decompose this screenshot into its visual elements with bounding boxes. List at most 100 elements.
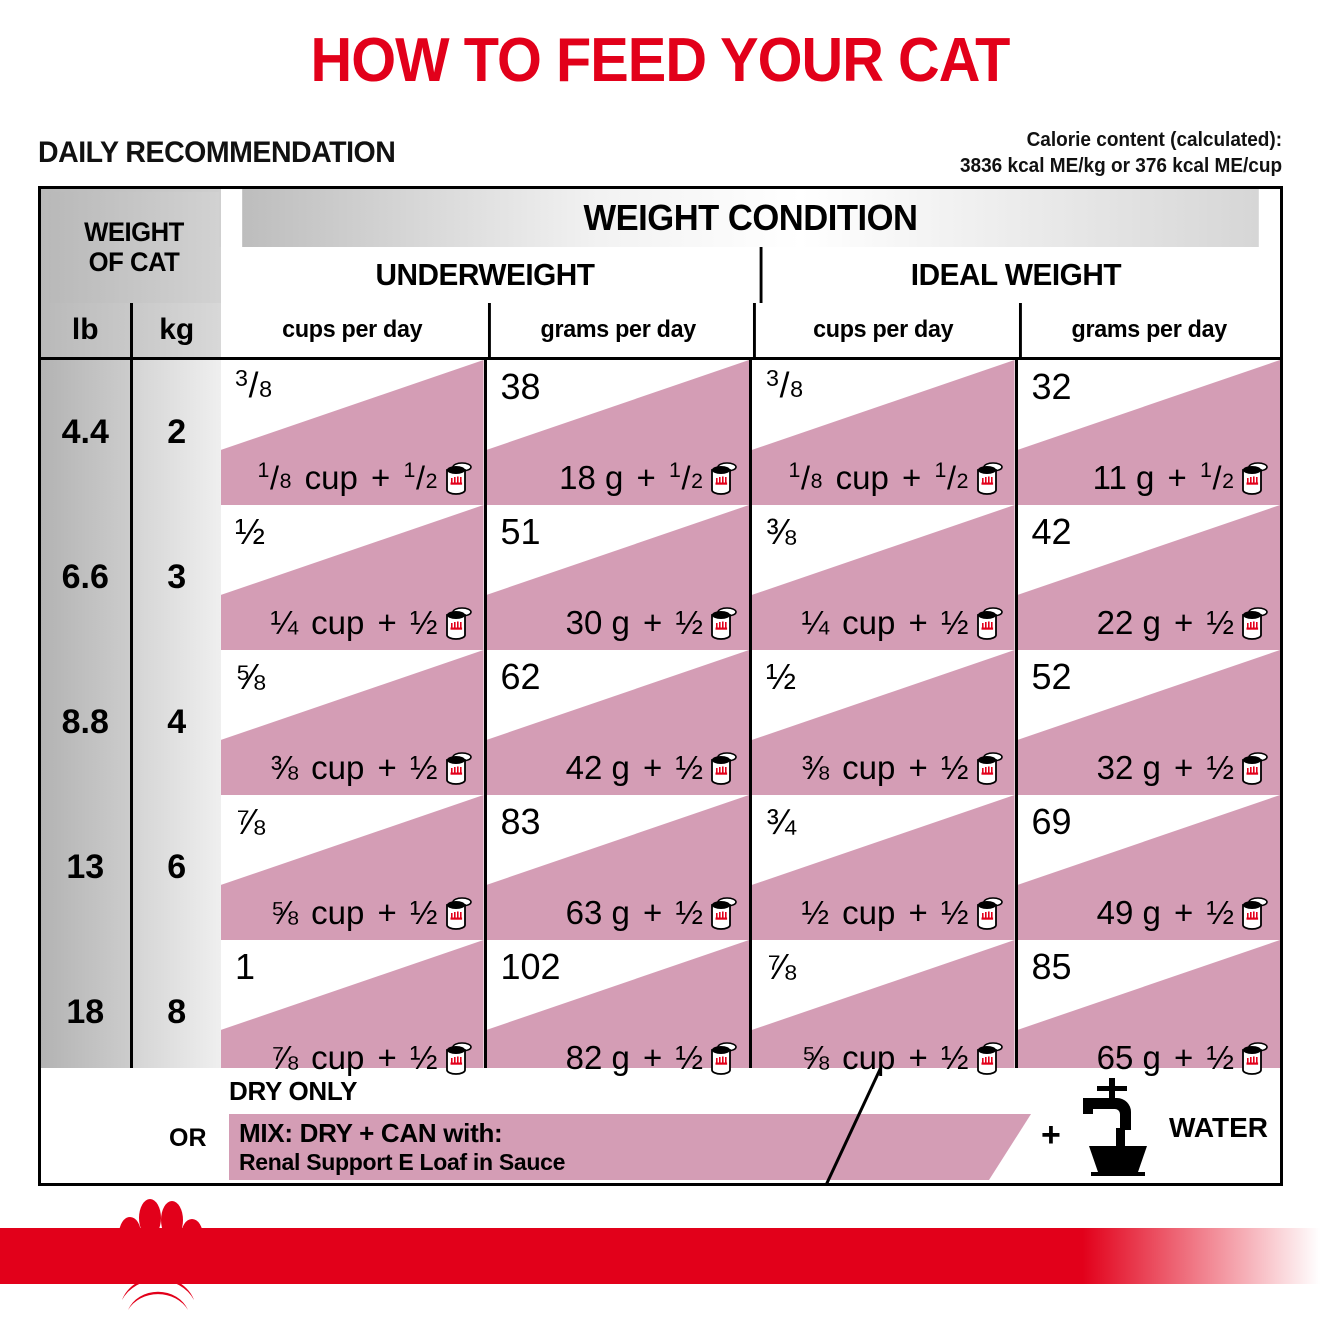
feeding-cell: 85 65 g + ½ (1017, 940, 1280, 1085)
kg-column: 2 3 4 6 8 (129, 360, 221, 1085)
dry-only-value: ⅝ (235, 656, 266, 697)
can-icon (975, 606, 1003, 640)
feeding-cell: 83 63 g + ½ (486, 795, 749, 940)
feeding-cell: ⅝ ⅜ cup + ½ (221, 650, 484, 795)
stacked-fraction: 1/8 (788, 458, 823, 496)
dry-only-value: ⅞ (235, 801, 266, 842)
weight-lb-cell: 13 (66, 848, 105, 886)
weight-kg-cell: 6 (167, 848, 187, 886)
column-uw-grams: 38 18 g + 1/2 51 30 g + ½ 62 42 g + ½ 83 63 g +… (483, 360, 749, 1085)
can-icon (444, 751, 472, 785)
condition-header-underweight: UNDERWEIGHT (231, 247, 739, 303)
can-icon (444, 461, 472, 495)
can-icon (709, 896, 737, 930)
can-icon (975, 896, 1003, 930)
mix-value: ⅜ cup + ½ (801, 749, 1003, 787)
weight-lb-cell: 18 (66, 993, 105, 1031)
weight-lb-cell: 8.8 (61, 703, 109, 741)
stacked-fraction: 3/8 (766, 364, 804, 405)
mix-value: ⅝ cup + ½ (270, 894, 472, 932)
table-header-band-3: lb kg cups per day grams per day cups pe… (41, 303, 1280, 357)
can-icon (709, 751, 737, 785)
feeding-cell: ⅞ ⅝ cup + ½ (752, 940, 1015, 1085)
dry-only-value: ½ (235, 511, 266, 552)
mix-value: 18 g + 1/2 (559, 458, 737, 497)
mix-value: 22 g + ½ (1097, 604, 1268, 642)
feeding-cell: ½ ¼ cup + ½ (221, 505, 484, 650)
weight-kg-cell: 3 (167, 558, 187, 596)
feeding-cell: 32 11 g + 1/2 (1017, 360, 1280, 505)
can-icon (1240, 606, 1268, 640)
mix-value: ⅜ cup + ½ (270, 749, 472, 787)
dry-only-value: 62 (500, 656, 541, 697)
calorie-content-block: Calorie content (calculated): 3836 kcal … (960, 128, 1282, 179)
legend-water-label: WATER (1169, 1112, 1269, 1143)
feeding-cell: ⅞ ⅝ cup + ½ (221, 795, 484, 940)
can-icon (975, 1041, 1003, 1075)
dry-only-value: 52 (1031, 656, 1072, 697)
mix-value: ½ cup + ½ (801, 894, 1003, 932)
footer-red-band (0, 1228, 1320, 1284)
dry-only-value: 3/8 (766, 364, 804, 406)
stacked-fraction: 1/8 (257, 458, 292, 496)
can-icon (444, 896, 472, 930)
stacked-fraction: 1/2 (403, 458, 438, 496)
paw-logo-icon (92, 1190, 222, 1314)
can-icon (975, 751, 1003, 785)
dry-only-value: 102 (500, 946, 561, 987)
feeding-cell: ¾ ½ cup + ½ (752, 795, 1015, 940)
can-icon (709, 461, 737, 495)
mix-value: 11 g + 1/2 (1093, 458, 1268, 497)
weight-kg-cell: 4 (167, 703, 187, 741)
can-icon (709, 1041, 737, 1075)
feeding-cell: 52 32 g + ½ (1017, 650, 1280, 795)
mix-value: 32 g + ½ (1097, 749, 1268, 787)
subhead-row: DAILY RECOMMENDATION Calorie content (ca… (38, 128, 1282, 182)
unit-headers: lb kg (41, 303, 221, 357)
weight-lb-cell: 4.4 (61, 413, 109, 451)
mix-value: 1/8 cup + 1/2 (788, 458, 1003, 497)
mix-value: ¼ cup + ½ (801, 604, 1003, 642)
can-icon (1240, 896, 1268, 930)
feeding-cell: 42 22 g + ½ (1017, 505, 1280, 650)
feeding-cell: 69 49 g + ½ (1017, 795, 1280, 940)
dry-only-value: 42 (1031, 511, 1072, 552)
dry-only-value: ⅜ (766, 511, 797, 552)
table-header-band-2: UNDERWEIGHT IDEAL WEIGHT (41, 247, 1280, 303)
can-icon (1240, 461, 1268, 495)
page-title: HOW TO FEED YOUR CAT (310, 26, 1011, 95)
can-icon (444, 606, 472, 640)
weight-kg-cell: 8 (167, 993, 187, 1031)
legend-plus-sign: + (1041, 1116, 1061, 1154)
feeding-cell: 62 42 g + ½ (486, 650, 749, 795)
calorie-line-2: 3836 kcal ME/kg or 376 kcal ME/cup (959, 154, 1282, 177)
can-icon (444, 1041, 472, 1075)
feeding-cell: ⅜ ¼ cup + ½ (752, 505, 1015, 650)
stacked-fraction: 1/2 (934, 458, 969, 496)
dry-only-value: 69 (1031, 801, 1072, 842)
feeding-table: WEIGHT OF CAT WEIGHT CONDITION UNDERWEIG… (38, 186, 1283, 1088)
dry-only-value: ½ (766, 656, 797, 697)
mix-value: 42 g + ½ (566, 749, 737, 787)
lb-column: 4.4 6.6 8.8 13 18 (41, 360, 130, 1085)
daily-recommendation-label: DAILY RECOMMENDATION (38, 136, 396, 169)
unit-header-lb: lb (71, 313, 99, 346)
measure-header-uw-grams: grams per day (487, 303, 746, 357)
footer-brand-bar (0, 1199, 1320, 1310)
dry-only-value: 32 (1031, 366, 1072, 407)
legend-dry-only-label: DRY ONLY (229, 1076, 358, 1106)
mix-value: 65 g + ½ (1097, 1039, 1268, 1077)
water-tap-icon (1069, 1076, 1159, 1176)
dry-only-value: ⅞ (766, 946, 797, 987)
dry-only-value: 51 (500, 511, 541, 552)
mix-value: 82 g + ½ (566, 1039, 737, 1077)
feeding-cell: 102 82 g + ½ (486, 940, 749, 1085)
condition-header-ideal-weight: IDEAL WEIGHT (759, 247, 1270, 303)
dry-only-value: 3/8 (235, 365, 272, 406)
dry-only-value: 83 (500, 801, 541, 842)
mix-value: ⅝ cup + ½ (801, 1039, 1003, 1077)
